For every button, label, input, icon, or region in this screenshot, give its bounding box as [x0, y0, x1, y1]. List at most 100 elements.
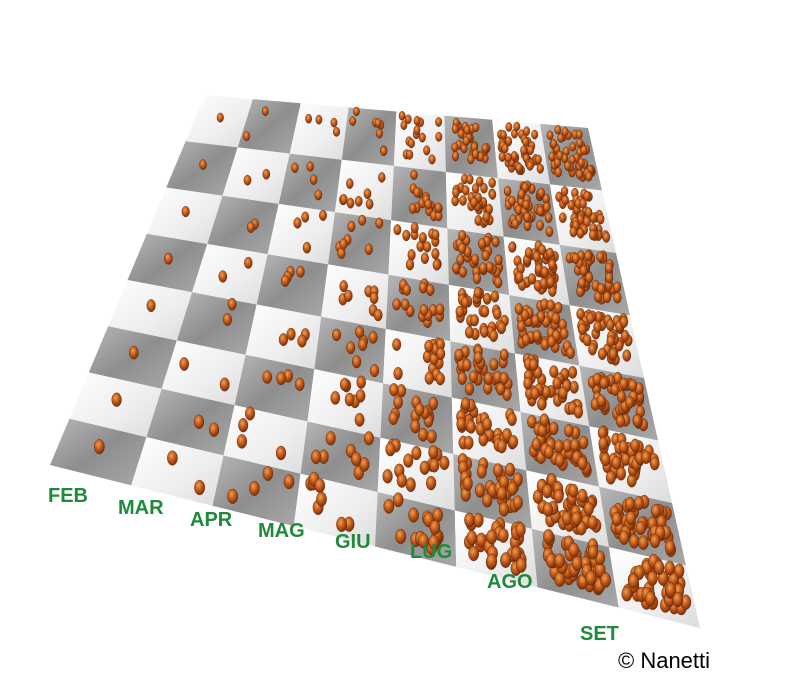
egg: [630, 438, 640, 453]
egg: [616, 466, 626, 481]
egg: [569, 380, 579, 394]
egg: [554, 301, 563, 314]
egg: [405, 258, 415, 271]
egg: [315, 114, 323, 125]
egg: [466, 419, 476, 434]
egg: [598, 436, 608, 451]
egg: [499, 348, 509, 361]
egg: [194, 479, 206, 496]
egg: [347, 220, 356, 233]
egg: [501, 143, 509, 154]
egg: [479, 325, 489, 338]
egg: [575, 129, 583, 140]
cell: [176, 292, 257, 355]
egg: [463, 125, 471, 135]
egg: [400, 298, 410, 311]
egg: [619, 377, 629, 391]
egg: [286, 327, 296, 341]
egg: [407, 138, 415, 149]
egg: [482, 417, 492, 431]
egg: [472, 149, 480, 160]
egg: [530, 387, 540, 401]
egg: [428, 154, 436, 165]
egg: [482, 211, 491, 223]
egg: [628, 379, 638, 392]
egg: [536, 219, 544, 231]
egg: [507, 412, 517, 427]
egg: [339, 193, 348, 205]
egg: [389, 383, 399, 397]
egg: [167, 450, 178, 466]
board: [50, 95, 700, 628]
egg: [340, 377, 350, 392]
egg: [498, 501, 510, 517]
credit: © Nanetti: [618, 648, 710, 673]
egg: [600, 572, 611, 588]
egg: [577, 157, 585, 168]
egg: [488, 189, 497, 200]
egg: [316, 491, 327, 507]
egg: [514, 303, 524, 315]
egg: [522, 199, 530, 211]
egg: [392, 338, 402, 351]
egg: [488, 177, 496, 188]
egg: [464, 512, 475, 528]
egg: [456, 254, 465, 266]
egg: [587, 515, 598, 530]
egg: [551, 312, 560, 325]
egg: [649, 533, 661, 549]
month-label: GIU: [335, 531, 371, 553]
egg: [471, 253, 480, 266]
egg: [428, 396, 438, 411]
egg: [539, 277, 548, 290]
egg: [604, 262, 613, 274]
egg: [457, 371, 467, 385]
egg: [515, 557, 527, 573]
egg: [468, 545, 480, 562]
egg: [407, 249, 416, 261]
egg: [537, 187, 545, 199]
egg: [522, 136, 529, 147]
egg: [410, 222, 419, 234]
egg: [585, 271, 594, 284]
egg: [644, 591, 656, 607]
egg: [543, 529, 554, 544]
egg: [546, 299, 555, 312]
egg: [463, 435, 474, 450]
egg: [486, 553, 498, 569]
egg: [392, 298, 401, 311]
egg: [283, 474, 295, 490]
egg: [301, 211, 310, 223]
egg: [611, 512, 622, 527]
cell: [256, 254, 329, 317]
egg: [111, 392, 122, 407]
egg: [419, 460, 430, 475]
egg: [571, 252, 580, 264]
month-label: APR: [190, 509, 233, 531]
egg: [375, 217, 384, 229]
egg: [550, 138, 558, 149]
egg: [424, 339, 434, 353]
egg: [542, 484, 553, 499]
egg: [593, 320, 602, 333]
egg: [515, 271, 524, 283]
cell: [267, 203, 335, 265]
egg: [363, 188, 372, 199]
egg: [634, 496, 645, 511]
egg: [408, 507, 419, 523]
month-label: MAR: [118, 497, 164, 519]
egg: [578, 277, 587, 289]
egg: [496, 382, 506, 396]
egg: [420, 252, 429, 264]
egg: [508, 241, 517, 253]
egg: [405, 477, 416, 493]
egg: [552, 376, 562, 390]
egg: [635, 520, 646, 536]
egg: [517, 188, 526, 200]
egg: [638, 535, 649, 551]
egg: [496, 486, 507, 501]
egg: [497, 321, 507, 334]
egg: [587, 544, 599, 560]
egg: [583, 501, 594, 516]
